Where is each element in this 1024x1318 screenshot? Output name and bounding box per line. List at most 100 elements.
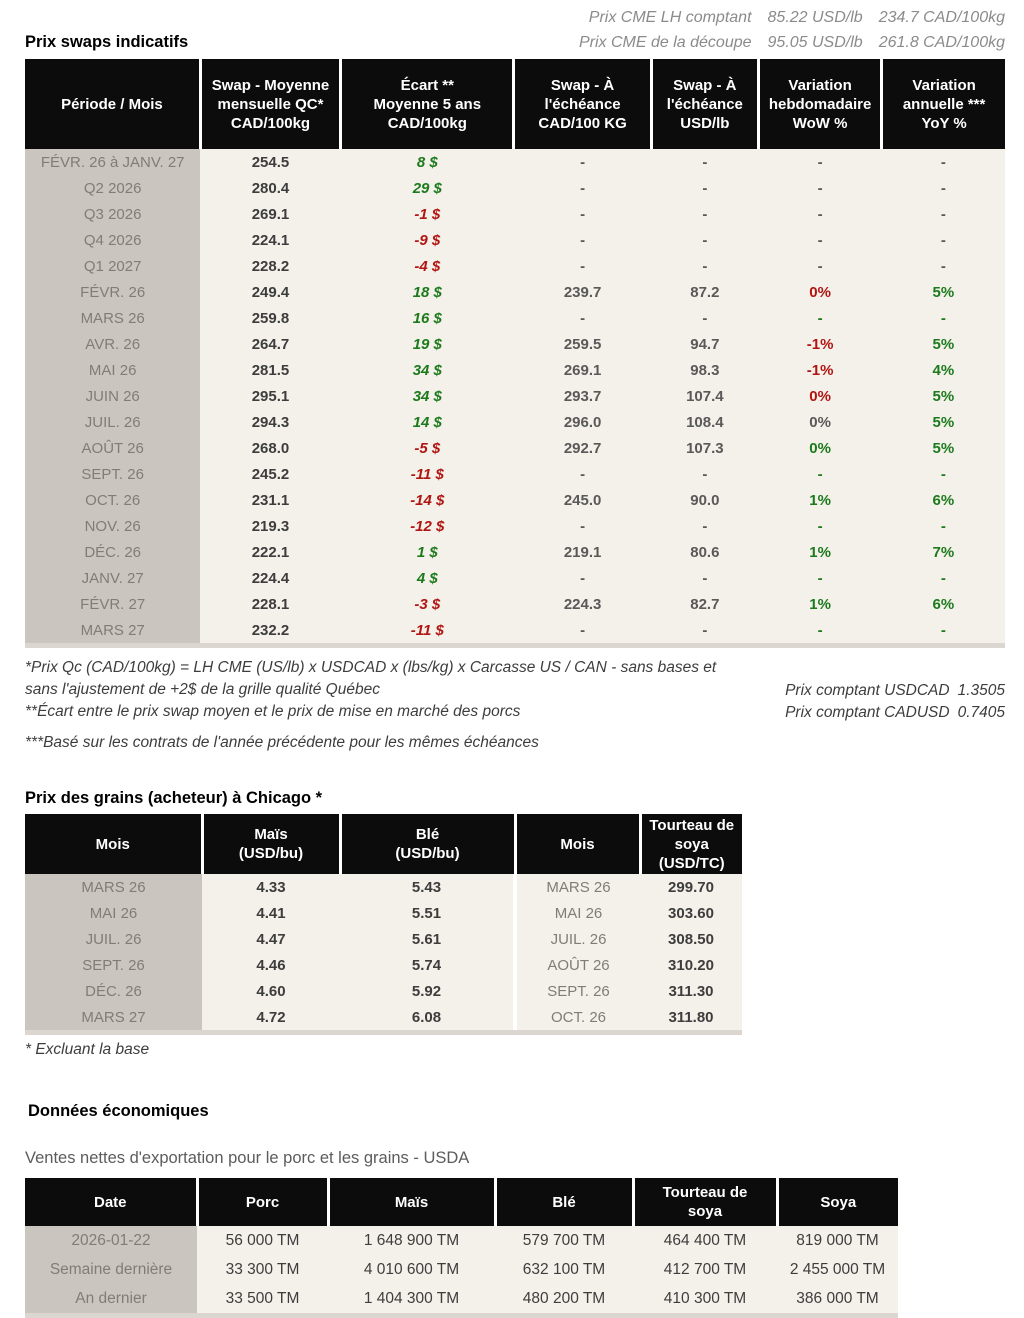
mais-cell: 4.46: [202, 952, 340, 978]
yoy-cell: 5%: [881, 409, 1005, 435]
periode-cell: SEPT. 26: [25, 461, 201, 487]
swap-moyenne-cell: 280.4: [200, 175, 341, 201]
swap-echeance-usd-cell: -: [651, 565, 759, 591]
col-mais: Maïs (USD/bu): [200, 814, 340, 874]
soya-export-cell: 386 000 TM: [777, 1284, 898, 1316]
porc-cell: 56 000 TM: [197, 1226, 328, 1255]
periode-cell: MARS 27: [25, 617, 201, 646]
periode-cell: DÉC. 26: [25, 539, 201, 565]
wow-cell: -: [758, 565, 882, 591]
swap-echeance-usd-cell: -: [651, 175, 759, 201]
swap-echeance-cad-cell: -: [513, 513, 652, 539]
ecart-cell: 18 $: [340, 279, 514, 305]
cme-spot-label: Prix CME LH comptant: [588, 9, 752, 26]
mois2-cell: SEPT. 26: [513, 978, 640, 1004]
mais-cell: 4.33: [202, 874, 340, 900]
porc-cell: 33 300 TM: [197, 1255, 328, 1284]
swap-moyenne-cell: 281.5: [200, 357, 341, 383]
col-periode: Période / Mois: [25, 59, 201, 149]
swap-moyenne-cell: 228.2: [200, 253, 341, 279]
economic-section-title: Données économiques: [28, 1102, 209, 1120]
ecart-cell: -12 $: [340, 513, 514, 539]
swap-moyenne-cell: 269.1: [200, 201, 341, 227]
grains-section-title: Prix des grains (acheteur) à Chicago *: [25, 789, 323, 807]
wow-cell: -: [758, 461, 882, 487]
yoy-cell: 5%: [881, 383, 1005, 409]
yoy-cell: -: [881, 149, 1005, 175]
ecart-cell: -9 $: [340, 227, 514, 253]
ecart-cell: 34 $: [340, 357, 514, 383]
swap-moyenne-cell: 232.2: [200, 617, 341, 646]
mois2-cell: JUIL. 26: [513, 926, 640, 952]
swaps-row: Q2 2026 280.4 29 $ - - - -: [25, 175, 1005, 201]
mois-cell: MAI 26: [25, 900, 202, 926]
col-mais-export: Maïs: [326, 1178, 495, 1226]
col-soya-export: Soya: [775, 1178, 898, 1226]
mais-cell: 4.47: [202, 926, 340, 952]
col-mois-2: Mois: [513, 814, 640, 874]
swaps-row: MAI 26 281.5 34 $269.1 98.3 -1% 4%: [25, 357, 1005, 383]
col-variation-yoy: Variation annuelle *** YoY %: [880, 59, 1005, 149]
periode-cell: Q2 2026: [25, 175, 201, 201]
periode-cell: MAI 26: [25, 357, 201, 383]
swaps-row: DÉC. 26 222.1 1 $219.1 80.6 1% 7%: [25, 539, 1005, 565]
ecart-cell: 14 $: [340, 409, 514, 435]
grains-table-header: Mois Maïs (USD/bu) Blé (USD/bu) Mois Tou…: [25, 814, 742, 874]
swap-moyenne-cell: 268.0: [200, 435, 341, 461]
swap-moyenne-cell: 259.8: [200, 305, 341, 331]
ecart-cell: -3 $: [340, 591, 514, 617]
swap-moyenne-cell: 222.1: [200, 539, 341, 565]
swaps-row: Q1 2027 228.2 -4 $ - - - -: [25, 253, 1005, 279]
ecart-cell: -4 $: [340, 253, 514, 279]
ble-cell: 5.61: [340, 926, 515, 952]
swaps-row: JANV. 27 224.4 4 $ - - - -: [25, 565, 1005, 591]
swap-echeance-cad-cell: -: [513, 201, 652, 227]
ecart-cell: 16 $: [340, 305, 514, 331]
swap-echeance-cad-cell: 219.1: [513, 539, 652, 565]
tourteau-cell: 303.60: [640, 900, 742, 926]
col-porc: Porc: [195, 1178, 328, 1226]
wow-cell: 1%: [758, 487, 882, 513]
yoy-cell: 7%: [881, 539, 1005, 565]
ecart-cell: -5 $: [340, 435, 514, 461]
cme-cutout-usd: 95.05 USD/lb: [767, 34, 863, 51]
exports-row: 2026-01-22 56 000 TM 1 648 900 TM 579 700 T…: [25, 1226, 898, 1255]
tourteau-export-cell: 464 400 TM: [633, 1226, 777, 1255]
mais-export-cell: 4 010 600 TM: [328, 1255, 495, 1284]
exports-table: Date Porc Maïs Blé Tourteau de soya Soya…: [25, 1178, 898, 1318]
swaps-row: NOV. 26 219.3 -12 $ - - - -: [25, 513, 1005, 539]
wow-cell: -: [758, 175, 882, 201]
yoy-cell: 5%: [881, 435, 1005, 461]
ecart-cell: -11 $: [340, 461, 514, 487]
swap-echeance-cad-cell: -: [513, 461, 652, 487]
wow-cell: -: [758, 201, 882, 227]
swaps-row: JUIN 26 295.1 34 $293.7 107.4 0% 5%: [25, 383, 1005, 409]
tourteau-export-cell: 410 300 TM: [633, 1284, 777, 1316]
cme-spot-line: Prix CME LH comptant 85.22 USD/lb 234.7 …: [25, 6, 1005, 30]
swap-echeance-cad-cell: 239.7: [513, 279, 652, 305]
swap-moyenne-cell: 224.4: [200, 565, 341, 591]
fx-cadusd-label: Prix comptant CADUSD: [785, 704, 950, 721]
swap-echeance-usd-cell: 80.6: [651, 539, 759, 565]
swap-echeance-cad-cell: 292.7: [513, 435, 652, 461]
swap-echeance-usd-cell: -: [651, 461, 759, 487]
periode-cell: Q4 2026: [25, 227, 201, 253]
footnote-prix-qc: *Prix Qc (CAD/100kg) = LH CME (US/lb) x …: [25, 659, 717, 698]
grains-row: MAI 26 4.41 5.51 MAI 26 303.60: [25, 900, 742, 926]
yoy-cell: 5%: [881, 331, 1005, 357]
date-cell: An dernier: [25, 1284, 197, 1316]
cme-spot-usd: 85.22 USD/lb: [767, 9, 863, 26]
date-cell: Semaine dernière: [25, 1255, 197, 1284]
soya-export-cell: 2 455 000 TM: [777, 1255, 898, 1284]
yoy-cell: 4%: [881, 357, 1005, 383]
ble-cell: 6.08: [340, 1004, 515, 1033]
swaps-row: JUIL. 26 294.3 14 $296.0 108.4 0% 5%: [25, 409, 1005, 435]
swap-echeance-cad-cell: 259.5: [513, 331, 652, 357]
wow-cell: 0%: [758, 279, 882, 305]
swaps-row: MARS 26 259.8 16 $ - - - -: [25, 305, 1005, 331]
swaps-row: OCT. 26 231.1 -14 $245.0 90.0 1% 6%: [25, 487, 1005, 513]
ble-export-cell: 632 100 TM: [495, 1255, 633, 1284]
swap-echeance-cad-cell: -: [513, 305, 652, 331]
swap-echeance-cad-cell: 245.0: [513, 487, 652, 513]
yoy-cell: -: [881, 617, 1005, 646]
